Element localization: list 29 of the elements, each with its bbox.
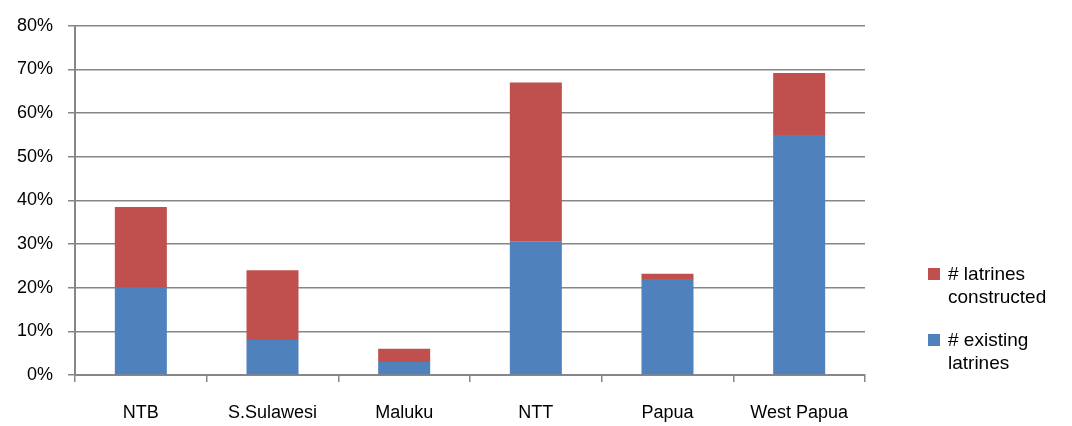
y-tick-label: 10% bbox=[16, 320, 53, 341]
bar bbox=[641, 273, 694, 279]
x-tick-label: S.Sulawesi bbox=[227, 401, 318, 422]
bar bbox=[773, 134, 826, 375]
x-tick-label: Maluku bbox=[375, 401, 434, 422]
legend-label: # existing latrines bbox=[948, 328, 1030, 374]
bar bbox=[114, 287, 167, 375]
y-tick-label: 30% bbox=[16, 233, 53, 254]
bar bbox=[114, 206, 167, 288]
x-tick-label: West Papua bbox=[750, 401, 850, 422]
bar bbox=[246, 270, 299, 341]
x-tick-label: NTB bbox=[122, 401, 159, 422]
bar bbox=[509, 82, 562, 242]
bar bbox=[509, 241, 562, 375]
bar bbox=[641, 278, 694, 375]
x-tick-label: Papua bbox=[641, 401, 695, 422]
bar bbox=[773, 72, 826, 135]
y-tick-label: 0% bbox=[26, 363, 53, 384]
y-tick-label: 60% bbox=[16, 102, 53, 123]
bar bbox=[378, 348, 431, 362]
bar bbox=[246, 340, 299, 375]
y-tick-label: 50% bbox=[16, 145, 53, 166]
y-tick-label: 70% bbox=[16, 58, 53, 79]
x-tick-label: NTT bbox=[518, 401, 554, 422]
y-tick-label: 20% bbox=[16, 276, 53, 297]
legend-label: # latrines constructed bbox=[948, 262, 1048, 308]
y-tick-label: 80% bbox=[16, 14, 53, 35]
y-tick-label: 40% bbox=[16, 189, 53, 210]
bar bbox=[378, 361, 431, 375]
